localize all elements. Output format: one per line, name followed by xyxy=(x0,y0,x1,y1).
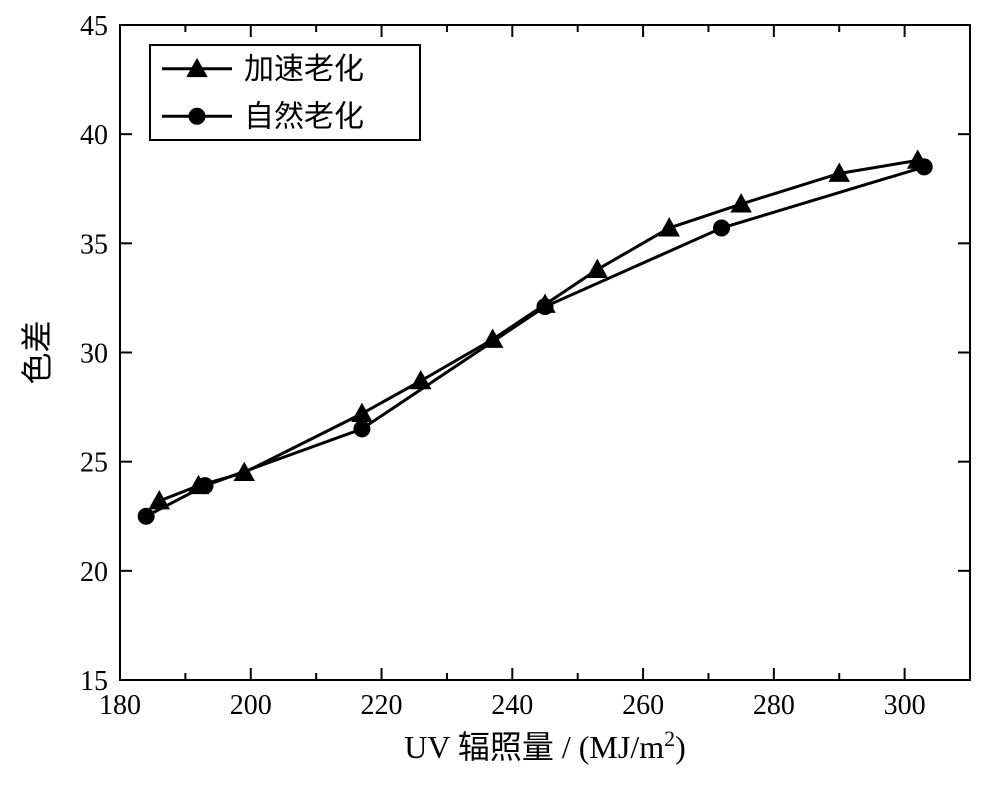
y-tick-label: 40 xyxy=(80,120,108,151)
y-tick-label: 15 xyxy=(80,666,108,697)
circle-marker xyxy=(138,508,154,524)
y-tick-label: 35 xyxy=(80,229,108,260)
chart-svg: 18020022024026028030015202530354045UV 辐照… xyxy=(0,0,1000,790)
triangle-marker xyxy=(587,260,607,278)
series-line-triangle xyxy=(159,160,917,501)
chart-container: 18020022024026028030015202530354045UV 辐照… xyxy=(0,0,1000,790)
legend-label: 加速老化 xyxy=(244,53,364,86)
x-axis-title: UV 辐照量 / (MJ/m2) xyxy=(404,726,686,766)
y-axis-title: 色差 xyxy=(19,320,55,384)
circle-marker xyxy=(354,421,370,437)
y-tick-label: 20 xyxy=(80,557,108,588)
x-tick-label: 280 xyxy=(753,690,795,721)
y-tick-label: 45 xyxy=(80,11,108,42)
x-tick-label: 200 xyxy=(230,690,272,721)
circle-marker xyxy=(189,108,205,124)
x-tick-label: 220 xyxy=(361,690,403,721)
x-tick-label: 260 xyxy=(622,690,664,721)
y-tick-label: 25 xyxy=(80,448,108,479)
circle-marker xyxy=(916,159,932,175)
circle-marker xyxy=(714,220,730,236)
legend-label: 自然老化 xyxy=(244,100,364,133)
y-tick-label: 30 xyxy=(80,339,108,370)
circle-marker xyxy=(197,478,213,494)
triangle-marker xyxy=(352,404,372,422)
circle-marker xyxy=(537,299,553,315)
x-tick-label: 240 xyxy=(491,690,533,721)
series-line-circle xyxy=(146,167,924,516)
x-tick-label: 300 xyxy=(884,690,926,721)
